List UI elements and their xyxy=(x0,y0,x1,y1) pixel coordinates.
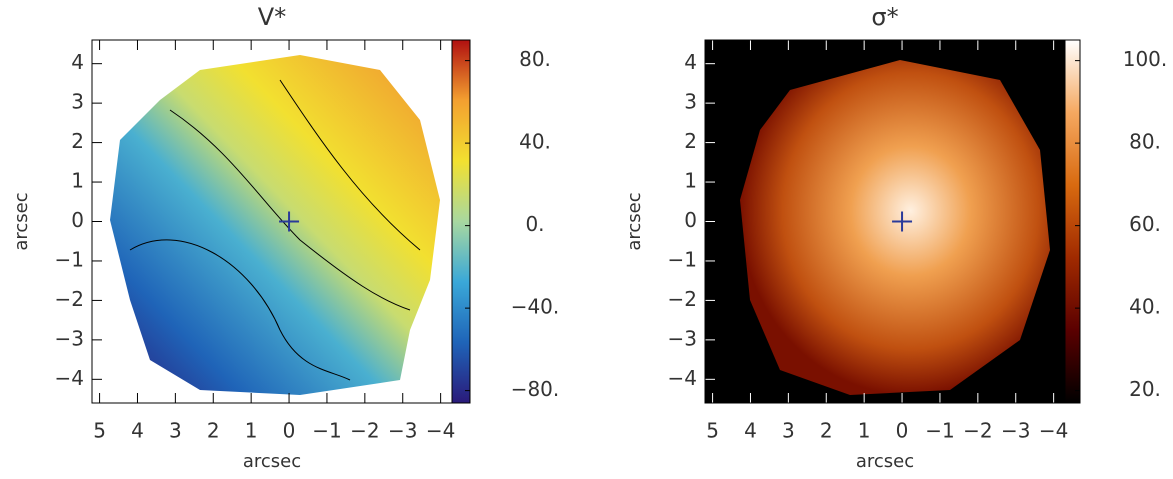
y-tick-label: 0 xyxy=(684,208,697,232)
x-tick-label: −1 xyxy=(312,419,341,443)
x-tick-label: 5 xyxy=(93,419,106,443)
colorbar-tick-label: −40. xyxy=(511,295,560,319)
colorbar-tick-label: 60. xyxy=(1129,212,1161,236)
x-tick-label: −1 xyxy=(925,419,954,443)
colorbar xyxy=(1064,39,1081,404)
y-tick-label: −2 xyxy=(55,287,84,311)
x-tick-label: −3 xyxy=(1001,419,1030,443)
x-tick-label: −2 xyxy=(963,419,992,443)
colorbar-tick-label: 40. xyxy=(1129,295,1161,319)
y-tick-label: 1 xyxy=(71,169,84,193)
chart-title: σ* xyxy=(871,3,898,31)
y-tick-label: −3 xyxy=(668,326,697,350)
colorbar-tick-label: 80. xyxy=(1129,130,1161,154)
colorbar-tick-label: 0. xyxy=(525,212,544,236)
colorbar xyxy=(451,39,471,404)
colorbar-tick-label: 40. xyxy=(519,130,551,154)
x-tick-label: 4 xyxy=(744,419,757,443)
x-axis-label: arcsec xyxy=(243,451,301,472)
colorbar-tick-label: −80. xyxy=(511,377,560,401)
x-tick-label: −2 xyxy=(350,419,379,443)
y-tick-label: 4 xyxy=(684,50,697,74)
colorbar-tick-label: 100. xyxy=(1123,47,1168,71)
y-tick-label: 3 xyxy=(684,90,697,114)
y-tick-label: 4 xyxy=(71,50,84,74)
x-tick-label: 3 xyxy=(782,419,795,443)
x-tick-label: −3 xyxy=(388,419,417,443)
y-tick-label: −4 xyxy=(55,366,84,390)
x-tick-label: 1 xyxy=(858,419,871,443)
y-tick-label: −3 xyxy=(55,326,84,350)
chart-title: V* xyxy=(258,3,286,31)
colorbar-tick-label: 20. xyxy=(1129,377,1161,401)
x-axis-label: arcsec xyxy=(856,451,914,472)
y-tick-label: 0 xyxy=(71,208,84,232)
y-tick-label: −1 xyxy=(668,247,697,271)
y-tick-label: −2 xyxy=(668,287,697,311)
x-tick-label: 2 xyxy=(207,419,220,443)
y-tick-label: 2 xyxy=(684,129,697,153)
y-tick-label: −4 xyxy=(668,366,697,390)
velocity-map xyxy=(110,55,440,395)
x-tick-label: −4 xyxy=(1039,419,1068,443)
colorbar-tick-label: 80. xyxy=(519,47,551,71)
x-tick-label: 0 xyxy=(283,419,296,443)
y-tick-label: −1 xyxy=(55,247,84,271)
dispersion-map xyxy=(705,40,1065,403)
x-tick-label: 1 xyxy=(245,419,258,443)
y-axis-label: arcsec xyxy=(624,192,645,250)
x-tick-label: 5 xyxy=(706,419,719,443)
x-tick-label: 2 xyxy=(820,419,833,443)
y-axis-label: arcsec xyxy=(11,192,32,250)
x-tick-label: 3 xyxy=(169,419,182,443)
x-tick-label: 4 xyxy=(131,419,144,443)
y-tick-label: 1 xyxy=(684,169,697,193)
x-tick-label: −4 xyxy=(426,419,455,443)
y-tick-label: 3 xyxy=(71,90,84,114)
x-tick-label: 0 xyxy=(896,419,909,443)
y-tick-label: 2 xyxy=(71,129,84,153)
